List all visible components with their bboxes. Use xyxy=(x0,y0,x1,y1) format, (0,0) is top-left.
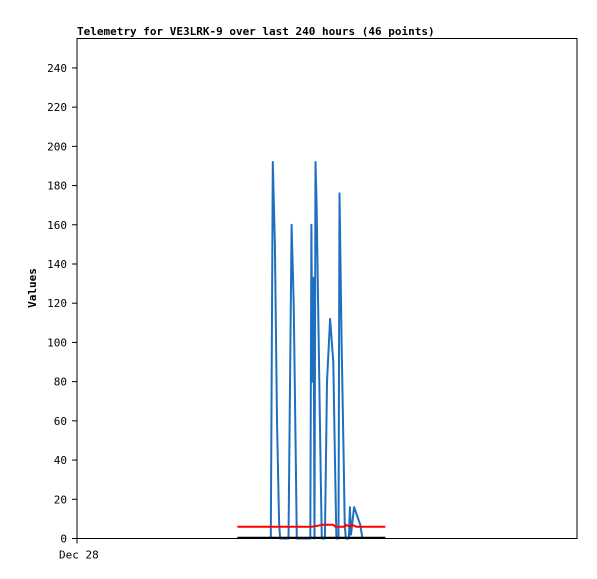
chart-title: Telemetry for VE3LRK-9 over last 240 hou… xyxy=(77,25,435,38)
y-tick-label: 160 xyxy=(47,219,67,232)
y-tick-label: 220 xyxy=(47,101,67,114)
y-tick-label: 120 xyxy=(47,297,67,310)
y-tick-label: 80 xyxy=(54,376,67,389)
y-tick-label: 40 xyxy=(54,454,67,467)
y-tick-label: 100 xyxy=(47,336,67,349)
series-group xyxy=(237,161,386,540)
x-tick-label: Dec 28 xyxy=(59,549,99,562)
y-axis-label: Values xyxy=(26,268,39,308)
y-tick-label: 180 xyxy=(47,180,67,193)
series-line-0 xyxy=(269,161,364,540)
y-tick-label: 20 xyxy=(54,493,67,506)
y-tick-label: 0 xyxy=(60,533,67,546)
y-tick-label: 60 xyxy=(54,415,67,428)
y-axis: 0 20 40 60 80 100 120 140 160 180 200 220 240 xyxy=(47,62,77,546)
plot-frame xyxy=(76,38,578,539)
y-tick-label: 140 xyxy=(47,258,67,271)
y-tick-label: 200 xyxy=(47,140,67,153)
series-line-1 xyxy=(237,523,386,528)
x-axis: Dec 28 xyxy=(59,538,99,562)
y-tick-label: 240 xyxy=(47,62,67,75)
